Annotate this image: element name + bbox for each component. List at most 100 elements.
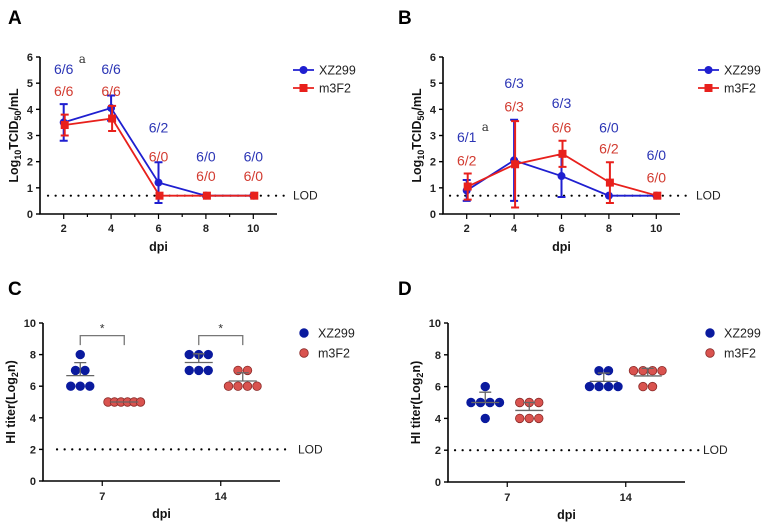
x-axis-label: dpi [149,240,168,254]
lod-label: LOD [696,189,721,203]
y-axis-label-part: Log [7,160,21,183]
x-tick-label: 7 [504,492,510,504]
x-tick-label: 6 [155,223,161,235]
x-tick-label: 8 [203,223,209,235]
error-bar [74,362,87,376]
y-tick-label: 6 [30,381,36,393]
y-axis-label-part: TCID [7,121,21,150]
x-tick-label: 8 [606,223,612,235]
data-point [584,381,595,392]
y-tick-label: 4 [435,413,442,425]
y-tick-label: 6 [435,382,441,394]
count-annotation: 6/6 [54,61,74,77]
y-tick-label: 4 [27,104,34,116]
y-tick-label: 3 [27,131,33,143]
data-point [202,191,211,200]
y-tick-label: 2 [30,444,36,456]
data-point [463,182,472,191]
x-axis-label: dpi [152,507,171,521]
data-point [557,172,566,181]
legend-marker [704,66,713,74]
y-tick-label: 3 [430,131,436,143]
data-point [75,349,85,360]
y-tick-label: 4 [430,104,437,116]
y-tick-label: 8 [30,350,36,362]
data-point [511,160,520,169]
x-tick-label: 6 [558,223,564,235]
y-tick-label: 1 [27,183,33,195]
legend-marker [704,84,713,92]
data-point [66,381,76,391]
significance-label: * [218,322,223,336]
x-axis-label: dpi [552,240,571,254]
y-axis-label: Log10TCID50/mL [7,88,23,183]
y-axis-label-part: 50 [13,111,23,121]
legend-label: m3F2 [318,347,350,361]
count-annotation: 6/0 [196,148,216,164]
data-point [223,381,234,391]
data-point [85,381,95,391]
data-point [250,191,259,200]
count-annotation: 6/6 [552,120,572,136]
significance-bracket [198,334,244,346]
y-tick-label: 10 [429,318,441,330]
panel-label: B [398,8,412,29]
data-point [628,366,639,376]
legend-marker [299,348,309,358]
data-point [613,381,623,392]
data-point [80,365,90,376]
data-point [603,381,614,392]
data-point [534,397,544,408]
data-point [515,413,525,424]
data-point [647,381,658,392]
y-tick-label: 2 [430,157,436,169]
series-m3f2 [515,366,667,424]
x-axis-label: dpi [557,508,576,522]
data-point [594,381,604,392]
lod-label: LOD [703,443,728,457]
series-m3f2 [103,365,262,407]
legend-label: XZ299 [319,64,356,78]
data-point [653,191,662,200]
data-point [203,349,213,360]
x-tick-label: 7 [99,491,105,503]
y-axis-label-part: /mL [410,88,424,111]
data-point [203,365,213,376]
footnote-marker: a [79,52,86,66]
x-tick-label: 10 [247,223,259,235]
series-xz299 [66,349,213,391]
count-annotation: 6/3 [552,95,572,111]
count-annotation: 6/2 [149,120,169,136]
count-annotation: 6/0 [647,147,667,163]
y-axis-label-part: HI titer(Log [409,378,423,445]
data-point [233,381,243,391]
y-axis-label-part: 50 [416,111,426,121]
count-annotation: 6/0 [149,148,169,164]
count-annotation: 6/0 [244,168,264,184]
y-tick-label: 5 [430,78,436,90]
x-tick-label: 2 [464,223,470,235]
x-tick-label: 4 [511,223,518,235]
data-point [70,365,81,376]
panel-label: C [8,279,22,300]
y-tick-label: 0 [430,209,436,221]
y-axis-label-part: 10 [416,150,426,160]
y-tick-label: 6 [27,52,33,64]
lod-label: LOD [293,189,318,203]
count-annotation: 6/1 [457,129,477,145]
y-axis-label: HI titer(Log2n) [409,361,425,445]
count-annotation: 6/6 [54,83,74,99]
legend-label: XZ299 [724,327,761,341]
y-axis-label-part: /mL [7,88,21,111]
count-annotation: 6/0 [244,148,264,164]
legend-marker [299,66,308,74]
y-tick-label: 0 [30,476,36,488]
data-point [184,365,194,376]
error-bar [641,367,654,376]
data-point [242,381,253,391]
legend-marker [299,328,309,338]
panel-label: A [8,8,22,29]
